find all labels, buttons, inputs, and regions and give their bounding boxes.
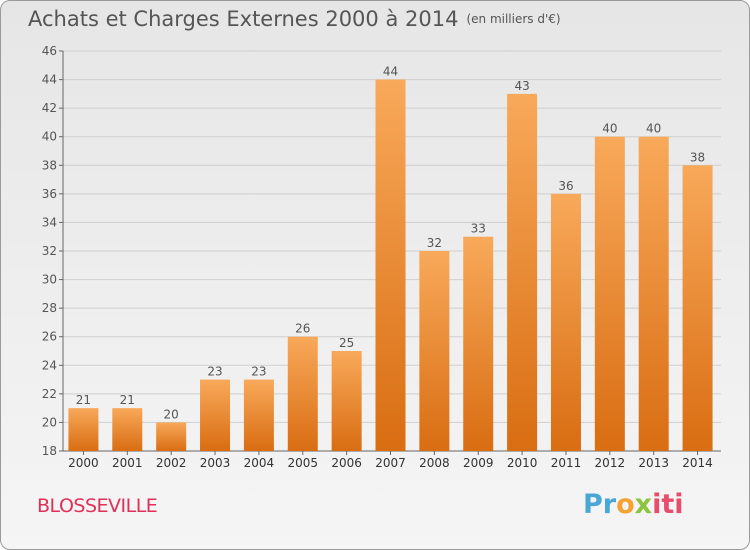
x-tick-label: 2004 [244, 456, 275, 470]
logo-part: iti [652, 489, 684, 520]
x-tick-label: 2008 [419, 456, 450, 470]
x-tick-label: 2001 [112, 456, 143, 470]
x-tick-label: 2007 [375, 456, 406, 470]
y-tick-label: 34 [42, 215, 57, 229]
bar-value-label: 40 [646, 122, 661, 136]
y-tick-label: 18 [42, 444, 57, 458]
bar-value-label: 43 [514, 79, 529, 93]
y-tick-label: 36 [42, 187, 57, 201]
commune-name: BLOSSEVILLE [37, 495, 158, 517]
x-tick-label: 2002 [156, 456, 187, 470]
x-tick-label: 2010 [507, 456, 538, 470]
bar [243, 379, 274, 451]
proxiti-logo: Proxiti [583, 489, 684, 520]
bar [507, 93, 538, 451]
x-tick-label: 2013 [638, 456, 669, 470]
bar [375, 79, 406, 452]
bar-value-label: 23 [251, 365, 266, 379]
chart-title: Achats et Charges Externes 2000 à 2014 [28, 7, 459, 31]
bar [463, 236, 494, 451]
bar-value-label: 33 [471, 222, 486, 236]
y-tick-label: 28 [42, 301, 57, 315]
bar-value-label: 36 [558, 179, 573, 193]
bar [200, 379, 231, 451]
bar-value-label: 20 [164, 407, 179, 421]
bar-value-label: 40 [602, 122, 617, 136]
y-tick-label: 22 [42, 387, 57, 401]
bar [419, 251, 450, 451]
bar [594, 136, 625, 451]
y-tick-label: 32 [42, 244, 57, 258]
y-tick-label: 46 [42, 44, 57, 58]
bar [112, 408, 143, 451]
bar [331, 351, 362, 451]
y-tick-label: 24 [42, 358, 57, 372]
logo-part: Pr [583, 489, 617, 520]
y-tick-label: 26 [42, 330, 57, 344]
bar-value-label: 23 [207, 365, 222, 379]
x-tick-label: 2006 [331, 456, 362, 470]
y-tick-label: 42 [42, 101, 57, 115]
bar-value-label: 38 [690, 150, 705, 164]
chart-title-block: Achats et Charges Externes 2000 à 2014 (e… [28, 7, 561, 31]
logo-part: o [616, 489, 635, 520]
bar [156, 422, 187, 451]
y-tick-label: 44 [42, 73, 57, 87]
bar-value-label: 32 [427, 236, 442, 250]
bar [68, 408, 99, 451]
bar-value-label: 44 [383, 65, 398, 79]
bar-value-label: 26 [295, 322, 310, 336]
bars [68, 79, 713, 452]
bar [638, 136, 669, 451]
y-tick-label: 40 [42, 130, 57, 144]
x-tick-label: 2011 [551, 456, 582, 470]
x-tick-label: 2009 [463, 456, 494, 470]
labels: 18 20 22 24 26 28 30 32 34 36 38 40 42 44 46 21 2000 21 20… [42, 44, 713, 470]
x-tick-label: 2014 [682, 456, 713, 470]
y-tick-label: 20 [42, 415, 57, 429]
logo-part: x [634, 489, 653, 520]
x-tick-label: 2003 [200, 456, 231, 470]
bar-value-label: 21 [120, 393, 135, 407]
bar [682, 165, 713, 452]
bar-value-label: 21 [76, 393, 91, 407]
bar [287, 336, 318, 451]
bar-value-label: 25 [339, 336, 354, 350]
y-tick-label: 38 [42, 158, 57, 172]
bar [550, 193, 581, 451]
chart-unit: (en milliers d'€) [466, 12, 561, 26]
x-tick-label: 2012 [595, 456, 626, 470]
y-tick-label: 30 [42, 273, 57, 287]
x-tick-label: 2000 [68, 456, 99, 470]
x-tick-label: 2005 [287, 456, 318, 470]
